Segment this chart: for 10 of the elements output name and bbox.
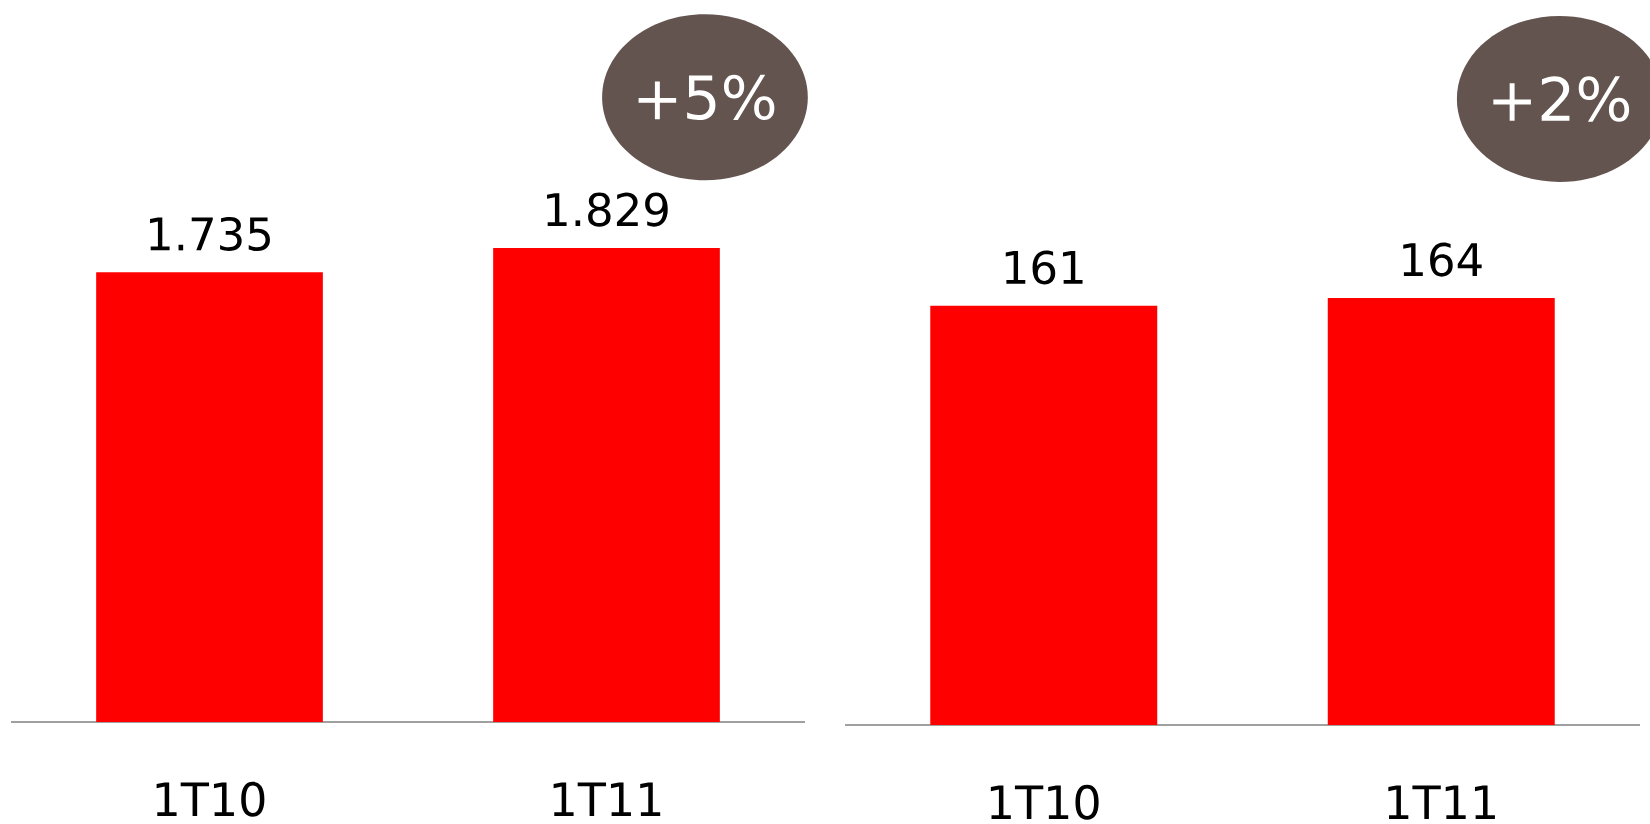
x-tick-label: 1T11: [1388, 785, 1495, 819]
data-label: 1.829: [547, 192, 668, 227]
x-tick-label: 1T10: [156, 781, 265, 817]
x-tick-label: 1T11: [553, 782, 661, 816]
data-label: 161: [1005, 250, 1083, 285]
data-label: 1.735: [150, 216, 270, 251]
data-label: 164: [1403, 242, 1482, 277]
text: +2%: [1493, 76, 1630, 122]
x-tick-label: 1T10: [990, 784, 1099, 820]
text: +5%: [638, 74, 775, 121]
